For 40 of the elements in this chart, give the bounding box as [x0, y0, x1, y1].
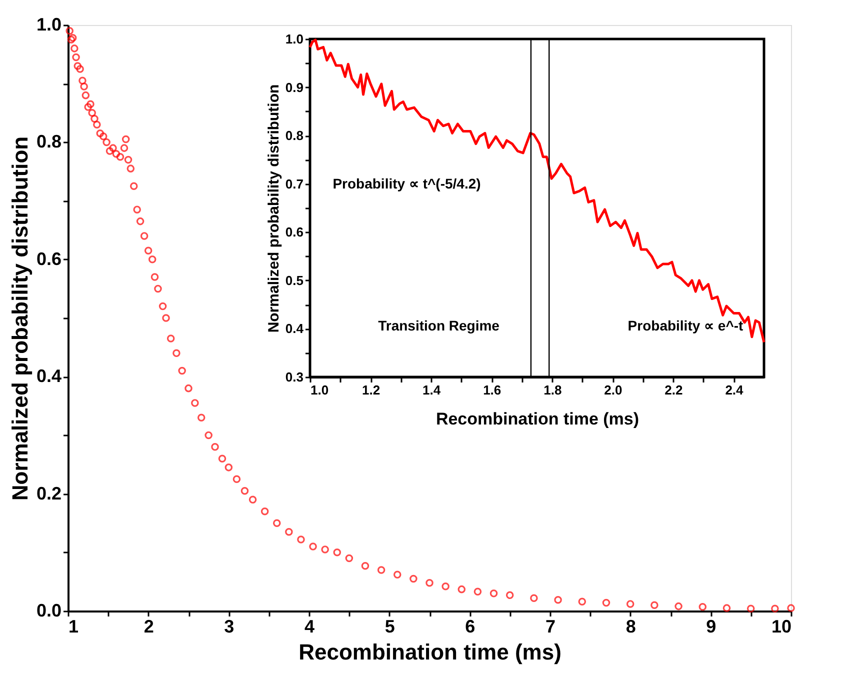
x-tick-label: 10: [771, 616, 792, 636]
x-tick-label: 1: [68, 616, 79, 636]
y-axis-title: Normalized probability distribution: [7, 136, 32, 501]
x-tick-label: 1.0: [310, 382, 329, 398]
x-tick-label: 1.4: [422, 382, 442, 398]
y-axis-title: Normalized probability distribution: [265, 84, 282, 333]
annotation: Probability ∝ e^-t: [628, 317, 744, 334]
y-tick-label: 0.0: [36, 600, 62, 620]
x-tick-label: 1.8: [544, 382, 562, 398]
x-tick-label: 8: [626, 616, 636, 636]
x-tick-label: 5: [384, 616, 395, 636]
y-tick-label: 0.9: [285, 80, 304, 95]
x-tick-label: 9: [706, 616, 716, 636]
x-tick-label: 2.2: [664, 382, 683, 398]
x-tick-label: 1.2: [362, 382, 380, 398]
x-tick-label: 4: [304, 616, 315, 636]
y-tick-label: 0.7: [285, 176, 304, 192]
x-tick-label: 6: [465, 616, 476, 636]
x-tick-label: 2.4: [725, 382, 744, 398]
x-tick-label: 3: [224, 616, 234, 636]
y-tick-label: 0.5: [285, 272, 304, 288]
line-series: [308, 38, 766, 344]
y-tick-label: 1.0: [36, 14, 62, 34]
annotation: Probability ∝ t^(-5/4.2): [332, 175, 481, 192]
y-tick-label: 0.6: [36, 248, 62, 269]
x-tick-label: 1.6: [483, 382, 502, 398]
y-tick-label: 0.2: [36, 483, 62, 504]
y-tick-label: 0.4: [285, 321, 304, 336]
x-tick-label: 7: [545, 616, 556, 636]
y-tick-label: 0.6: [285, 224, 304, 240]
x-tick-label: 2: [144, 616, 154, 636]
x-axis-title: Recombination time (ms): [298, 640, 562, 664]
x-tick-label: 2.0: [604, 382, 622, 398]
y-tick-label: 0.8: [285, 128, 304, 144]
annotation: Transition Regime: [378, 317, 500, 334]
y-tick-label: 0.3: [285, 370, 304, 384]
y-tick-label: 0.8: [36, 132, 62, 152]
y-tick-label: 0.4: [36, 366, 62, 386]
y-tick-label: 1.0: [285, 32, 304, 46]
x-axis-title: Recombination time (ms): [436, 410, 640, 428]
